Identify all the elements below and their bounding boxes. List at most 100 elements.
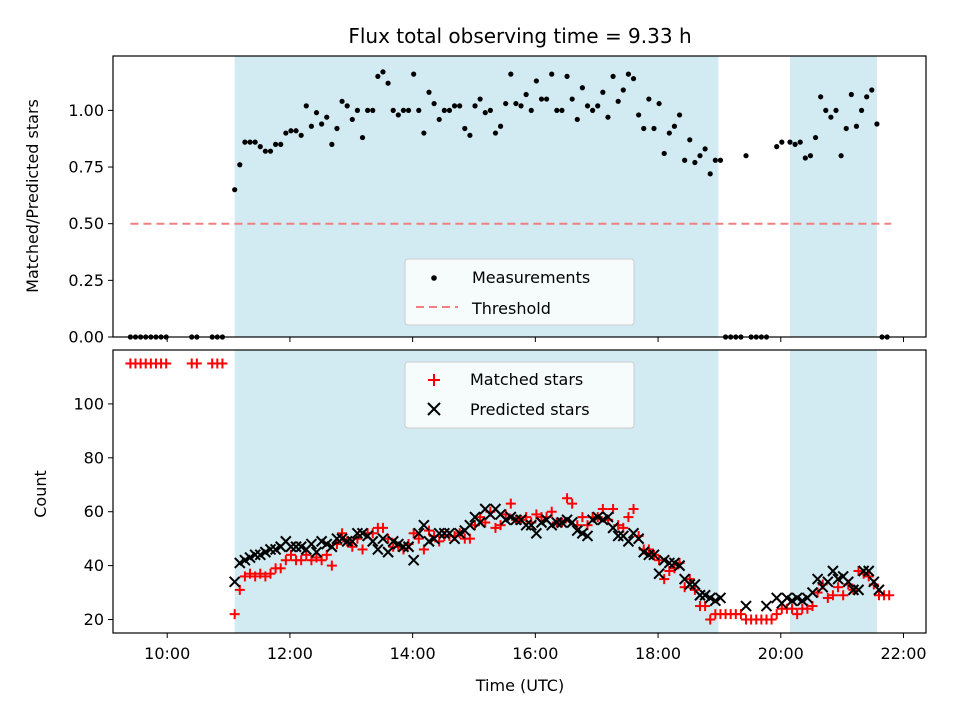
measurement-point: [416, 107, 422, 113]
predicted-star-point: [857, 565, 870, 577]
matched-star-point: [577, 512, 588, 523]
measurement-point: [370, 107, 376, 113]
matched-star-point: [787, 603, 798, 614]
measurement-point: [620, 87, 626, 93]
measurement-point: [702, 146, 708, 152]
predicted-star-point: [684, 578, 696, 591]
predicted-star-point: [474, 516, 486, 529]
measurement-point: [339, 98, 345, 104]
measurement-point: [676, 112, 683, 118]
measurement-point: [807, 153, 814, 159]
measurement-point: [482, 110, 488, 116]
matched-star-point: [654, 555, 665, 566]
measurement-point: [579, 85, 585, 91]
bottom-y-tick-label: 60: [84, 502, 104, 521]
measurement-point: [508, 71, 514, 77]
predicted-star-point: [852, 584, 865, 596]
predicted-star-point: [372, 543, 384, 556]
measurement-point: [497, 123, 504, 129]
matched-star-point: [250, 571, 261, 582]
measurement-point: [666, 130, 672, 136]
matched-star-point: [833, 582, 844, 593]
matched-star-point: [505, 498, 516, 509]
measurement-point: [365, 107, 371, 113]
measurement-point: [874, 121, 880, 127]
measurement-point: [564, 73, 570, 79]
measurement-point: [853, 123, 860, 129]
matched-star-point: [659, 574, 670, 585]
predicted-star-point: [811, 573, 824, 585]
predicted-star-point: [643, 549, 655, 561]
bottom-y-tick-label: 40: [84, 556, 104, 575]
measurement-point: [792, 141, 798, 147]
bottom-panel: 20 40 60 80 100 10:00 12:00 14:00 16:00 18:00 20:…: [31, 349, 927, 695]
measurement-point: [380, 69, 386, 75]
measurement-point: [252, 139, 258, 145]
measurement-point: [324, 114, 330, 120]
measurement-point: [242, 139, 248, 145]
measurement-point: [503, 100, 509, 107]
measurement-point: [787, 139, 793, 145]
matched-star-point: [623, 512, 634, 523]
matched-star-point: [280, 555, 291, 566]
measurement-point: [518, 103, 524, 109]
bottom-legend-box: [404, 361, 635, 429]
predicted-star-point: [382, 546, 394, 558]
predicted-star-point: [806, 586, 819, 599]
predicted-star-point: [714, 592, 727, 604]
measurement-point: [682, 157, 688, 163]
measurement-point: [492, 130, 499, 136]
x-tick-label: 22:00: [880, 644, 926, 663]
predicted-star-point: [863, 565, 875, 577]
bottom-x-axis-label: Time (UTC): [475, 676, 564, 695]
matched-star-point: [326, 560, 337, 571]
measurement-point: [390, 107, 396, 113]
predicted-star-point: [310, 546, 323, 558]
predicted-star-point: [827, 565, 839, 577]
predicted-star-point: [525, 519, 537, 531]
measurement-point: [636, 112, 642, 118]
measurement-point: [818, 94, 824, 100]
measurement-point: [329, 141, 335, 147]
measurement-point: [554, 107, 560, 113]
measurement-point: [858, 107, 865, 113]
predicted-star-point: [740, 600, 752, 612]
top-x-ticks: [166, 337, 905, 342]
measurement-point: [838, 153, 844, 159]
measurement-point: [237, 162, 243, 168]
matched-star-point: [562, 493, 573, 504]
matched-star-point: [311, 552, 322, 563]
matched-star-point: [853, 566, 864, 577]
bottom-y-tick-label: 100: [73, 394, 104, 413]
predicted-star-point: [663, 557, 676, 569]
measurement-point: [869, 87, 875, 93]
matched-star-point: [884, 590, 895, 601]
predicted-star-point: [438, 527, 451, 539]
predicted-star-point: [760, 600, 773, 612]
predicted-star-point: [648, 549, 660, 561]
matched-star-point: [161, 358, 172, 369]
measurement-point: [712, 157, 718, 163]
predicted-star-point: [326, 541, 338, 553]
predicted-star-point: [305, 538, 318, 550]
predicted-star-point: [331, 532, 343, 545]
predicted-star-point: [822, 576, 834, 588]
predicted-star-point: [433, 527, 445, 539]
chart-title: Flux total observing time = 9.33 h: [348, 24, 691, 48]
legend-measurements-marker: [431, 275, 437, 281]
measurement-point: [385, 80, 391, 86]
matched-star-point: [705, 614, 716, 625]
predicted-star-point: [402, 541, 415, 553]
measurement-point: [549, 71, 555, 77]
matched-star-point: [217, 358, 228, 369]
measurement-point: [457, 103, 463, 109]
measurement-point: [646, 96, 652, 102]
bottom-legend: Matched stars Predicted stars: [404, 361, 635, 429]
measurement-point: [411, 71, 417, 77]
x-tick-label: 14:00: [390, 644, 436, 663]
measurement-point: [334, 125, 340, 132]
measurement-point: [319, 121, 325, 127]
matched-star-point: [260, 571, 271, 582]
bottom-y-tick-label: 20: [84, 610, 104, 629]
